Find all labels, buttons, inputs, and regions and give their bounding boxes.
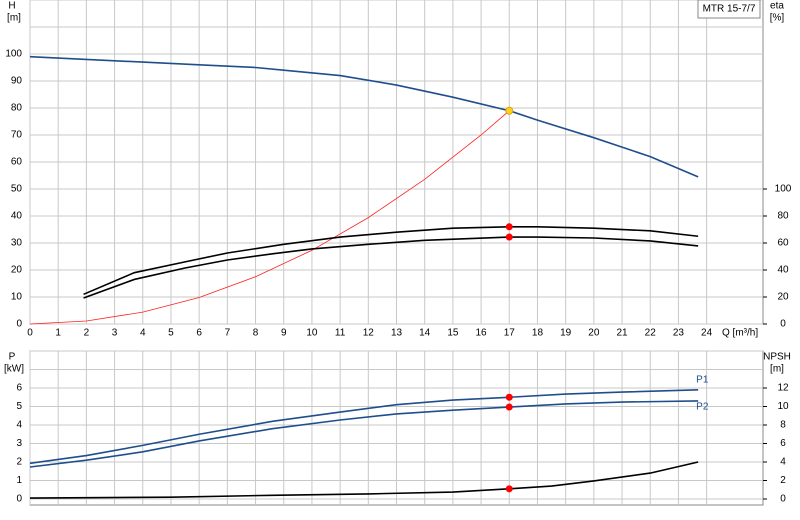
y-tick-label: 50 xyxy=(11,184,23,195)
x-tick-label: 0 xyxy=(27,328,33,339)
x-tick-label: 22 xyxy=(645,328,657,339)
y-axis-label: P xyxy=(9,352,16,363)
x-tick-label: 20 xyxy=(588,328,600,339)
x-tick-label: 18 xyxy=(532,328,544,339)
y2-axis-label: eta xyxy=(770,1,784,12)
operating-point xyxy=(505,393,513,401)
y-axis-label: H xyxy=(8,1,15,12)
curve xyxy=(29,55,699,178)
y-tick-label: 100 xyxy=(5,49,22,60)
y-tick-label: 1 xyxy=(16,475,22,486)
curve xyxy=(29,461,699,499)
y2-tick-label: 0 xyxy=(780,494,786,505)
y2-tick-label: 2 xyxy=(780,475,786,486)
y2-tick-label: 6 xyxy=(780,438,786,449)
x-tick-label: 11 xyxy=(335,328,346,339)
x-tick-label: 21 xyxy=(616,328,628,339)
y-tick-label: 60 xyxy=(11,157,23,168)
y-tick-label: 6 xyxy=(16,383,22,394)
x-tick-label: 6 xyxy=(196,328,202,339)
y-tick-label: 4 xyxy=(16,420,22,431)
y-tick-label: 0 xyxy=(16,494,22,505)
x-tick-label: 10 xyxy=(306,328,318,339)
y-axis-unit: [m] xyxy=(7,13,21,24)
y2-tick-label: 100 xyxy=(775,184,792,195)
y2-tick-label: 60 xyxy=(777,238,789,249)
y-tick-label: 0 xyxy=(16,319,22,330)
curve xyxy=(29,110,510,325)
y-tick-label: 80 xyxy=(11,103,23,114)
x-tick-label: 3 xyxy=(112,328,118,339)
curve xyxy=(29,400,699,468)
y2-tick-label: 20 xyxy=(777,292,789,303)
y2-axis-label: NPSH xyxy=(763,352,791,363)
y-tick-label: 5 xyxy=(16,401,22,412)
series-label: P1 xyxy=(696,374,709,385)
x-tick-label: 13 xyxy=(391,328,403,339)
x-tick-label: 12 xyxy=(363,328,375,339)
y2-axis-unit: [m] xyxy=(770,364,784,375)
operating-point xyxy=(505,403,513,411)
x-tick-label: 24 xyxy=(701,328,713,339)
y2-axis-unit: [%] xyxy=(770,13,785,24)
y2-tick-label: 8 xyxy=(780,420,786,431)
y2-tick-label: 40 xyxy=(777,265,789,276)
operating-point xyxy=(505,233,513,241)
y-tick-label: 30 xyxy=(11,238,23,249)
y-tick-label: 3 xyxy=(16,438,22,449)
y-tick-label: 90 xyxy=(11,76,23,87)
annotation-box xyxy=(697,0,761,19)
operating-point xyxy=(505,223,513,231)
x-tick-label: 5 xyxy=(168,328,174,339)
curve xyxy=(83,226,699,296)
y-tick-label: 2 xyxy=(16,457,22,468)
y2-tick-label: 10 xyxy=(777,401,789,412)
y2-tick-label: 80 xyxy=(777,211,789,222)
x-tick-label: 15 xyxy=(447,328,459,339)
operating-point xyxy=(505,485,513,493)
operating-point xyxy=(505,106,514,115)
y-tick-label: 10 xyxy=(11,292,23,303)
y2-tick-label: 12 xyxy=(777,383,789,394)
x-tick-label: 19 xyxy=(560,328,572,339)
x-tick-label: 23 xyxy=(673,328,685,339)
x-axis-label: Q [m³/h] xyxy=(722,328,758,339)
y-tick-label: 20 xyxy=(11,265,23,276)
x-tick-label: 2 xyxy=(84,328,90,339)
x-tick-label: 4 xyxy=(140,328,146,339)
curve xyxy=(83,236,699,299)
y-axis-unit: [kW] xyxy=(4,364,24,375)
x-tick-label: 14 xyxy=(419,328,431,339)
y-tick-label: 40 xyxy=(11,211,23,222)
x-tick-label: 17 xyxy=(504,328,516,339)
x-tick-label: 7 xyxy=(225,328,231,339)
x-tick-label: 1 xyxy=(55,328,61,339)
y2-tick-label: 0 xyxy=(780,319,786,330)
annotation: MTR 15-7/7 xyxy=(703,4,756,15)
y-tick-label: 70 xyxy=(11,130,23,141)
series-label: P2 xyxy=(696,402,709,413)
x-tick-label: 16 xyxy=(476,328,488,339)
curve xyxy=(29,389,699,465)
y2-tick-label: 4 xyxy=(780,457,786,468)
x-tick-label: 8 xyxy=(253,328,259,339)
x-tick-label: 9 xyxy=(281,328,287,339)
